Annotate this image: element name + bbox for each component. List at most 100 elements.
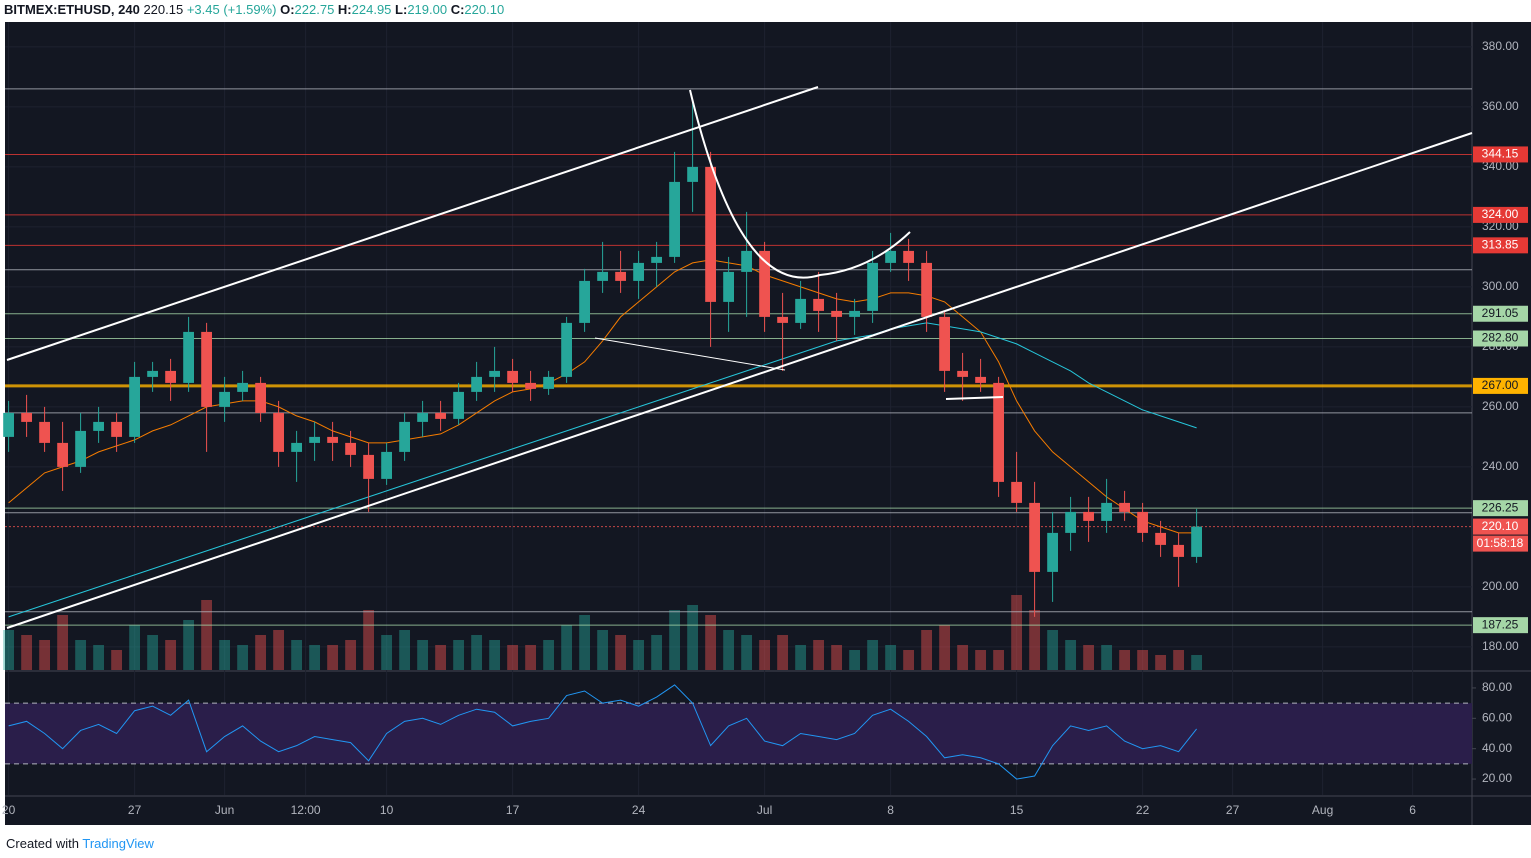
volume-bar xyxy=(813,640,824,670)
volume-bar xyxy=(831,645,842,670)
x-tick-label: 15 xyxy=(1010,803,1024,817)
level-box xyxy=(1473,518,1528,535)
candle-body xyxy=(525,382,536,389)
candle-body xyxy=(831,310,842,317)
rsi-band xyxy=(5,703,1472,764)
candle-body xyxy=(201,331,212,407)
header: BITMEX:ETHUSD, 240 220.15 +3.45 (+1.59%)… xyxy=(4,2,504,17)
candle-body xyxy=(57,442,68,467)
candle-body xyxy=(93,421,104,431)
trend-line xyxy=(6,132,1473,629)
candle-body xyxy=(921,262,932,317)
level-box xyxy=(1473,330,1528,347)
candle-body xyxy=(237,382,248,392)
candle-body xyxy=(705,166,716,302)
candle-body xyxy=(453,391,464,419)
x-tick-label: 12:00 xyxy=(291,803,321,817)
volume-bar xyxy=(543,640,554,670)
volume-bar xyxy=(759,640,770,670)
candle-body xyxy=(651,256,662,263)
candle-body xyxy=(111,421,122,437)
curve xyxy=(689,89,911,279)
y-tick-label: 300.00 xyxy=(1482,279,1519,293)
candle-body xyxy=(399,421,410,452)
volume-bar xyxy=(399,630,410,670)
x-tick-label: 22 xyxy=(1136,803,1150,817)
volume-bar xyxy=(21,635,32,670)
created: Created with xyxy=(6,836,79,851)
y-tick-label: 360.00 xyxy=(1482,99,1519,113)
candle-body xyxy=(633,262,644,281)
candle-body xyxy=(165,370,176,383)
volume-bar xyxy=(39,640,50,670)
x-tick-label: 20 xyxy=(2,803,16,817)
x-tick-label: 17 xyxy=(506,803,520,817)
level-label: 291.05 xyxy=(1482,306,1519,320)
brand[interactable]: TradingView xyxy=(82,836,154,851)
volume-bar xyxy=(417,640,428,670)
rsi-tick-label: 20.00 xyxy=(1482,771,1512,785)
volume-bar xyxy=(57,615,68,670)
candle-body xyxy=(597,271,608,281)
candle-body xyxy=(669,181,680,257)
y-tick-label: 180.00 xyxy=(1482,639,1519,653)
x-tick-label: 24 xyxy=(632,803,646,817)
volume-bar xyxy=(201,600,212,670)
volume-bar xyxy=(1011,595,1022,670)
candle-body xyxy=(309,436,320,443)
volume-bar xyxy=(849,650,860,670)
candle-body xyxy=(507,370,518,383)
candle-body xyxy=(867,262,878,311)
y-tick-label: 240.00 xyxy=(1482,459,1519,473)
footer: Created with TradingView xyxy=(6,836,154,851)
level-label: 324.00 xyxy=(1482,207,1519,221)
x-tick-label: Jun xyxy=(215,803,234,817)
candle-body xyxy=(1083,511,1094,521)
last: 220.15 xyxy=(143,2,184,17)
volume-bar xyxy=(3,630,15,670)
volume-bar xyxy=(381,635,392,670)
candle-body xyxy=(417,412,428,422)
level-label: 220.10 xyxy=(1482,519,1519,533)
countdown-box xyxy=(1473,535,1528,552)
volume-bar xyxy=(525,645,536,670)
volume-bar xyxy=(93,645,104,670)
x-tick-label: 6 xyxy=(1409,803,1416,817)
rsi-tick-label: 60.00 xyxy=(1482,710,1512,724)
trend-line xyxy=(594,337,786,371)
x-tick-label: 27 xyxy=(1226,803,1240,817)
level-label: 282.80 xyxy=(1482,331,1519,345)
low: 219.00 xyxy=(407,2,448,17)
c-label: C: xyxy=(450,2,465,17)
volume-bar xyxy=(957,645,968,670)
candle-body xyxy=(795,298,806,323)
change: +3.45 (+1.59%) xyxy=(186,2,277,17)
y-tick-label: 380.00 xyxy=(1482,39,1519,53)
candle-body xyxy=(381,451,392,479)
volume-bar xyxy=(1029,610,1040,670)
volume-bar xyxy=(993,650,1004,670)
level-label: 313.85 xyxy=(1482,238,1519,252)
x-tick-label: 8 xyxy=(887,803,894,817)
volume-bar xyxy=(615,635,626,670)
countdown: 01:58:18 xyxy=(1477,536,1524,550)
volume-bar xyxy=(327,645,338,670)
volume-bar xyxy=(183,620,194,670)
candle-body xyxy=(1065,511,1076,533)
volume-bar xyxy=(1155,655,1166,670)
volume-bar xyxy=(1137,650,1148,670)
candle-body xyxy=(1137,511,1148,533)
trend-line xyxy=(945,396,1004,400)
rsi-tick-label: 40.00 xyxy=(1482,741,1512,755)
candle-body xyxy=(435,412,446,419)
volume-bar xyxy=(867,640,878,670)
candle-body xyxy=(885,250,896,263)
volume-bar xyxy=(363,610,374,670)
candle-body xyxy=(291,442,302,452)
level-label: 267.00 xyxy=(1482,378,1519,392)
candle-body xyxy=(723,271,734,302)
candle-body xyxy=(345,442,356,455)
level-label: 187.25 xyxy=(1482,617,1519,631)
volume-bar xyxy=(921,630,932,670)
